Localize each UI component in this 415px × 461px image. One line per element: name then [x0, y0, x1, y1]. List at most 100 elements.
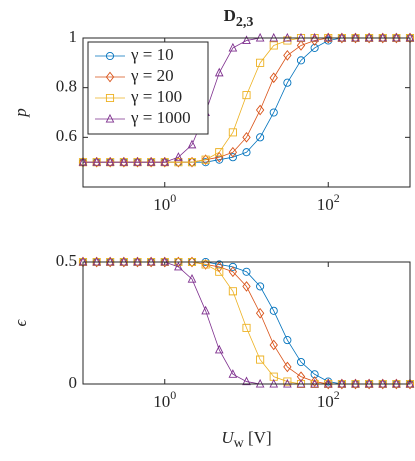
marker [242, 323, 251, 332]
marker [242, 132, 251, 143]
marker [337, 378, 347, 390]
marker [242, 267, 251, 276]
marker [283, 377, 292, 386]
marker [133, 158, 142, 167]
marker [174, 261, 183, 271]
x-tick-exponent: 2 [334, 191, 340, 205]
y-tick-label: 0.6 [56, 126, 77, 145]
title-main: D [224, 6, 236, 25]
marker [214, 344, 224, 354]
marker [187, 256, 197, 268]
marker [405, 379, 415, 389]
axes-background [83, 262, 410, 384]
marker [296, 40, 306, 51]
marker [310, 43, 319, 52]
x-tick-label: 100 [153, 388, 176, 411]
marker [78, 158, 88, 167]
marker [119, 257, 128, 267]
marker [256, 58, 265, 67]
marker [256, 355, 265, 364]
marker [228, 266, 238, 278]
axes-frame [82, 261, 411, 385]
marker [228, 287, 237, 296]
marker [160, 158, 169, 167]
marker [255, 307, 265, 319]
marker [310, 370, 319, 379]
marker [228, 42, 238, 52]
marker [106, 158, 115, 167]
marker [351, 33, 360, 43]
marker [324, 378, 333, 390]
marker [106, 257, 115, 267]
marker [78, 257, 88, 267]
marker [201, 305, 210, 315]
legend-marker [105, 113, 115, 123]
x-tick-base: 10 [153, 195, 170, 214]
marker [365, 33, 374, 43]
marker [214, 67, 224, 77]
marker [187, 156, 197, 168]
marker [228, 128, 237, 137]
marker [242, 148, 251, 157]
x-tick-base: 10 [317, 195, 334, 214]
marker [119, 158, 128, 167]
marker [392, 379, 401, 389]
x-label-sub: w [234, 436, 245, 451]
marker [310, 33, 319, 43]
marker [378, 379, 387, 389]
marker [283, 78, 292, 87]
legend-marker [105, 93, 115, 103]
marker [106, 156, 115, 168]
marker [92, 156, 101, 168]
x-tick-base: 10 [317, 392, 334, 411]
marker [392, 33, 401, 43]
marker [92, 158, 101, 167]
legend-label: γ = 10 [130, 45, 174, 64]
legend-label: γ = 20 [130, 66, 174, 85]
marker [392, 378, 401, 390]
marker [351, 379, 360, 389]
marker [378, 33, 387, 43]
x-axis-label: Uw [V] [221, 428, 271, 451]
marker [215, 148, 224, 157]
chart-title: D2,3 [224, 6, 254, 30]
x-tick-exponent: 0 [170, 388, 176, 402]
marker [119, 157, 129, 166]
marker [106, 256, 115, 268]
marker [242, 376, 251, 386]
marker [92, 257, 101, 267]
marker [174, 257, 183, 267]
marker [351, 32, 360, 44]
y-tick-label: 1 [69, 27, 78, 46]
marker [324, 33, 333, 43]
x-tick-exponent: 2 [334, 388, 340, 402]
marker [187, 139, 197, 149]
marker [187, 257, 197, 267]
marker [269, 306, 278, 315]
marker [364, 378, 374, 390]
marker [133, 157, 142, 166]
marker [92, 256, 101, 268]
marker [160, 156, 169, 168]
marker [242, 281, 251, 292]
marker [337, 33, 346, 43]
marker [92, 157, 102, 166]
marker [119, 256, 129, 268]
marker [269, 339, 278, 351]
marker [119, 156, 129, 168]
marker [201, 155, 210, 164]
marker [365, 379, 374, 389]
marker [324, 379, 333, 389]
title-sub: 2,3 [236, 15, 254, 30]
marker [201, 260, 210, 269]
legend-label: γ = 1000 [130, 108, 191, 127]
marker [296, 371, 306, 383]
marker [269, 72, 278, 84]
marker [269, 41, 278, 50]
marker [133, 156, 142, 168]
marker [255, 104, 265, 116]
marker [378, 378, 387, 390]
marker [105, 157, 115, 166]
marker [228, 153, 237, 162]
marker [310, 379, 319, 389]
